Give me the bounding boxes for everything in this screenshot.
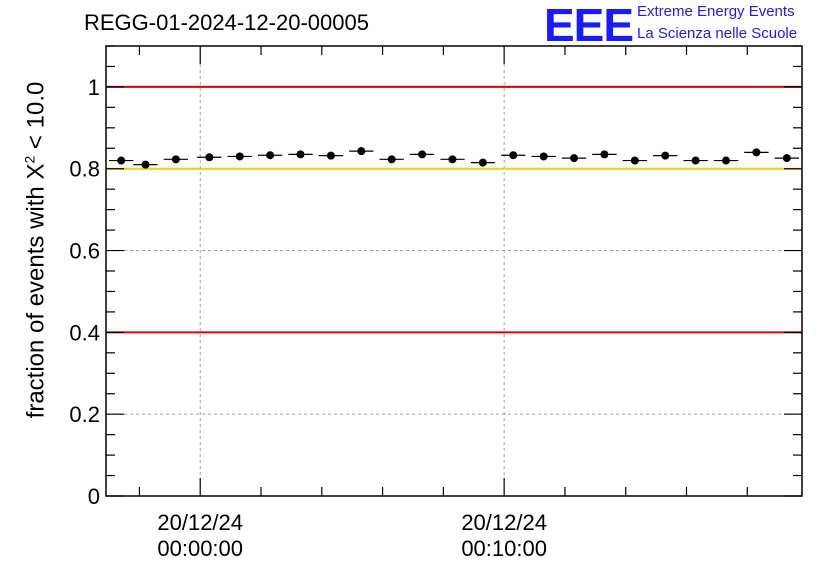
chart-title: REGG-01-2024-12-20-00005 xyxy=(84,10,369,35)
x-tick-time: 00:00:00 xyxy=(157,536,244,561)
data-point-15 xyxy=(570,154,579,163)
x-tick-label-1: 20/12/24 00:10:00 xyxy=(461,510,547,562)
y-axis-label-prefix: fraction of events with xyxy=(22,186,50,419)
y-tick-label-5: 1 xyxy=(88,75,100,100)
data-point-13 xyxy=(509,151,518,160)
data-point-17 xyxy=(630,156,639,165)
y-tick-label-4: 0.8 xyxy=(69,157,100,182)
data-point-1 xyxy=(141,160,150,169)
data-point-4 xyxy=(235,152,244,161)
data-point-19 xyxy=(691,156,700,165)
x-tick-date: 20/12/24 xyxy=(461,510,547,535)
y-axis-label-suffix: < 10.0 xyxy=(22,81,50,150)
y-tick-label-1: 0.2 xyxy=(69,402,100,427)
data-point-10 xyxy=(418,150,427,159)
x-tick-label-0: 20/12/24 00:00:00 xyxy=(157,510,243,562)
data-point-7 xyxy=(326,151,335,160)
data-point-14 xyxy=(539,152,548,161)
y-tick-label-2: 0.4 xyxy=(69,320,100,345)
plot-frame xyxy=(105,45,803,497)
x-tick-date: 20/12/24 xyxy=(157,510,244,535)
data-point-22 xyxy=(782,154,791,163)
logo-line-2: La Scienza nelle Scuole xyxy=(637,25,798,42)
data-point-6 xyxy=(296,150,305,159)
data-point-5 xyxy=(266,151,275,160)
data-point-21 xyxy=(752,148,761,157)
data-point-0 xyxy=(117,156,126,165)
data-point-3 xyxy=(205,153,214,162)
data-point-9 xyxy=(387,155,396,164)
data-point-20 xyxy=(722,156,731,165)
y-axis-label-symbol: X xyxy=(22,163,50,180)
data-point-2 xyxy=(171,155,180,164)
x-tick-time: 00:10:00 xyxy=(461,536,547,561)
data-point-8 xyxy=(357,147,366,156)
data-point-11 xyxy=(448,155,457,164)
data-point-12 xyxy=(478,158,487,167)
y-axis-label: fraction of events with X2 < 10.0 xyxy=(22,82,51,419)
y-axis-label-exponent: 2 xyxy=(21,155,38,164)
data-point-18 xyxy=(661,151,670,160)
logo-line-1: Extreme Energy Events xyxy=(637,3,795,20)
eee-logo: EEE xyxy=(544,0,634,51)
y-tick-label-3: 0.6 xyxy=(69,239,100,264)
y-tick-label-0: 0 xyxy=(88,484,100,509)
data-point-16 xyxy=(600,150,609,159)
